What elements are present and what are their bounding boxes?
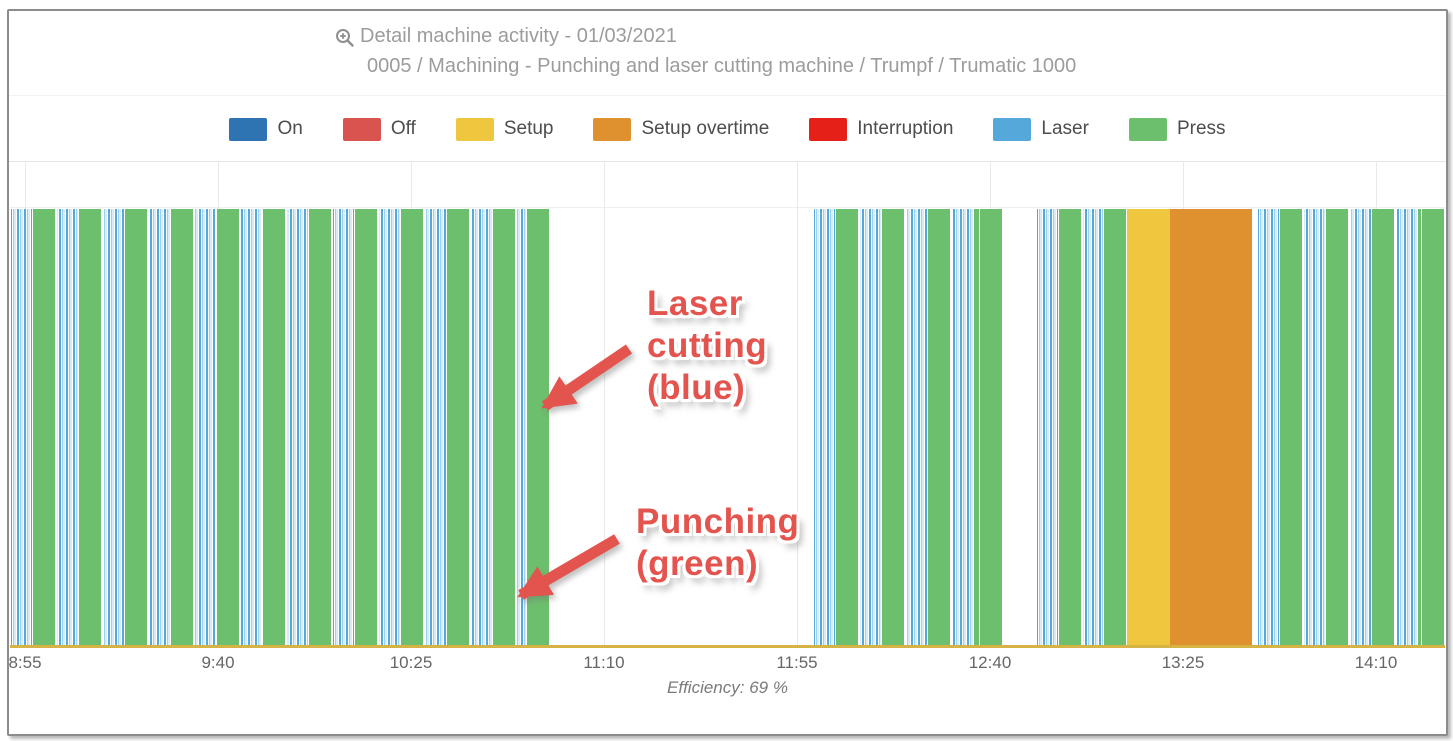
- activity-segment-setup[interactable]: [1127, 209, 1170, 645]
- legend-swatch: [809, 117, 848, 141]
- axis-tick-label: 12:40: [968, 653, 1012, 672]
- axis-tick-label: 14:10: [1354, 653, 1398, 672]
- axis-tick-label: 10:25: [389, 653, 433, 672]
- axis-tick-label: 11:10: [583, 653, 625, 672]
- legend-label: Setup overtime: [641, 118, 770, 139]
- legend-item-on[interactable]: On: [229, 117, 303, 141]
- axis-tick-label: 11:55: [776, 653, 818, 672]
- chart-window: Detail machine activity - 01/03/2021 000…: [7, 9, 1448, 736]
- chart-header: Detail machine activity - 01/03/2021 000…: [9, 11, 1446, 95]
- legend-label: Interruption: [857, 118, 954, 139]
- annotation-punching: Punching (green): [636, 501, 799, 585]
- axis-baseline: [10, 645, 1445, 648]
- legend-separator: [9, 161, 1446, 162]
- activity-segment-production[interactable]: [813, 209, 1003, 645]
- legend-item-laser[interactable]: Laser: [993, 117, 1089, 141]
- efficiency-label: Efficiency: 69 %: [667, 678, 788, 697]
- activity-segment-overtime[interactable]: [1170, 209, 1252, 645]
- x-axis: 8:55 9:40 10:25 11:10 11:55 12:40 13:25 14:10: [8, 653, 1445, 675]
- legend-item-press[interactable]: Press: [1128, 117, 1226, 141]
- annotation-laser-cutting: Laser cutting (blue): [647, 283, 767, 409]
- legend-label: Laser: [1041, 118, 1089, 139]
- legend-swatch: [229, 117, 268, 141]
- chart-title: Detail machine activity - 01/03/2021: [360, 25, 677, 47]
- header-separator: [9, 95, 1446, 96]
- legend-item-off[interactable]: Off: [342, 117, 416, 141]
- axis-tick-label: 9:40: [201, 653, 235, 672]
- annotation-line: Punching: [636, 502, 800, 541]
- legend-item-setup[interactable]: Setup: [455, 117, 554, 141]
- activity-segment-production[interactable]: [1257, 209, 1445, 645]
- legend-swatch: [455, 117, 494, 141]
- annotation-line: (blue): [647, 368, 746, 407]
- chart-subtitle-machine: 0005 / Machining - Punching and laser cu…: [367, 55, 1077, 77]
- legend-label: Off: [390, 118, 416, 139]
- axis-tick-label: 8:55: [8, 653, 42, 672]
- legend: On Off Setup Setup overtime Interruption Lase…: [9, 115, 1446, 143]
- axis-tick-label: 13:25: [1161, 653, 1205, 672]
- legend-swatch: [593, 117, 632, 141]
- annotation-line: (green): [636, 544, 759, 583]
- horizontal-gridline: [10, 207, 1445, 208]
- legend-swatch: [993, 117, 1032, 141]
- legend-label: Setup: [503, 118, 554, 139]
- annotation-line: cutting: [647, 326, 768, 365]
- annotation-line: Laser: [647, 284, 743, 323]
- activity-segment-production[interactable]: [10, 209, 550, 645]
- legend-item-interruption[interactable]: Interruption: [809, 117, 954, 141]
- legend-label: Press: [1176, 118, 1226, 139]
- activity-segment-production[interactable]: [1036, 209, 1127, 645]
- legend-swatch: [1128, 117, 1167, 141]
- bars: [10, 209, 1445, 645]
- activity-segment-idle: [1003, 209, 1036, 645]
- plot: [10, 162, 1445, 648]
- legend-item-setup-overtime[interactable]: Setup overtime: [593, 117, 770, 141]
- legend-swatch: [342, 117, 381, 141]
- gridline: [797, 162, 798, 645]
- legend-label: On: [277, 118, 303, 139]
- magnifier-plus-icon: [336, 29, 354, 47]
